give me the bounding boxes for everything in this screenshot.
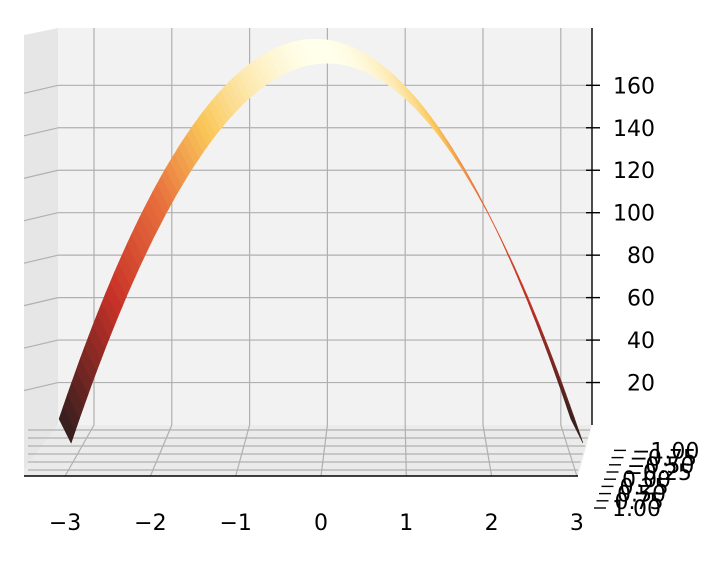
side-pane: [24, 28, 58, 470]
y-tick-label: −1.00: [632, 439, 699, 464]
x-tick-label: 1: [399, 511, 413, 536]
z-tick-label: 120: [613, 159, 655, 184]
y-tick-label: −0.75: [630, 447, 697, 472]
x-tick-label: 0: [314, 511, 328, 536]
axes: [24, 28, 593, 477]
y-tick-label: −0.50: [627, 454, 694, 479]
z-tick-label: 160: [613, 74, 655, 99]
x-tick-label: 2: [485, 511, 499, 536]
y-tick-labels: −1.00−0.75−0.50−0.250.000.250.500.751.00: [594, 439, 699, 522]
floor-grid-line: [482, 424, 493, 477]
surface: [58, 38, 584, 444]
side-grid-line: [23, 127, 59, 137]
side-grid-line: [23, 339, 59, 349]
side-grid-line: [23, 254, 59, 264]
x-tick-label: 3: [570, 511, 584, 536]
side-grid-line: [23, 381, 59, 392]
x-tick-label: −1: [219, 511, 251, 536]
x-tick-label: −3: [49, 511, 81, 536]
floor-grid-line: [320, 424, 328, 477]
floor-grid-line: [235, 424, 251, 477]
side-grid-line: [23, 84, 59, 94]
y-tick-label: 0.00: [622, 468, 671, 493]
floor-grid-line: [64, 424, 95, 477]
y-tick-label: 0.50: [617, 483, 666, 508]
side-grid-line: [23, 169, 59, 179]
z-tick-labels: 20 40 60 80 100 120 140 160: [586, 74, 655, 397]
y-tick-label: 1.00: [612, 497, 661, 522]
y-tick-label: 0.75: [615, 490, 664, 515]
surface-patch: [566, 406, 584, 444]
floor-pane: [24, 425, 592, 476]
floor-grid-line: [149, 424, 173, 477]
y-tick-label: 0.25: [620, 475, 669, 500]
floor-grid-line: [404, 424, 407, 477]
x-tick-label: −2: [134, 511, 166, 536]
z-tick-label: 100: [613, 202, 655, 227]
grid-lines: [23, 28, 592, 477]
side-grid-line: [23, 297, 59, 307]
x-tick-labels: −3 −2 −1 0 1 2 3: [49, 511, 584, 536]
z-tick-label: 80: [627, 244, 655, 269]
floor-grid-line: [560, 424, 578, 477]
y-tick-label: −0.25: [625, 461, 692, 486]
z-tick-label: 20: [627, 372, 655, 397]
z-tick-label: 40: [627, 329, 655, 354]
z-tick-label: 60: [627, 287, 655, 312]
z-tick-label: 140: [613, 117, 655, 142]
side-grid-line: [23, 212, 59, 222]
